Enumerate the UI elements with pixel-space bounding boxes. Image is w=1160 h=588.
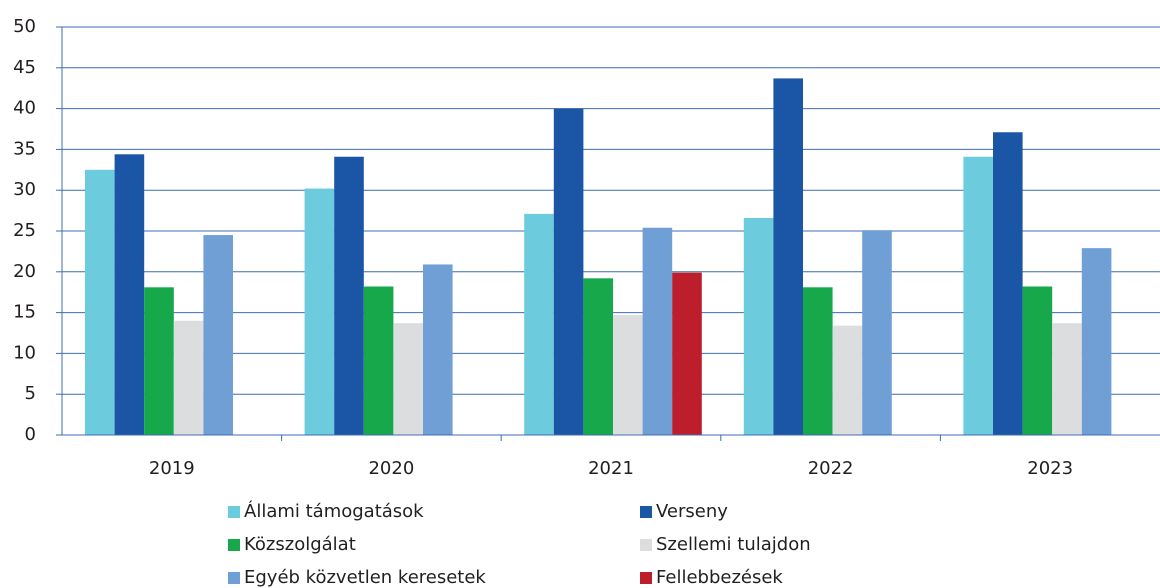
y-tick-label: 15 <box>13 302 36 323</box>
y-tick-label: 30 <box>13 179 36 200</box>
bar <box>524 213 554 435</box>
bar <box>144 287 174 435</box>
bar <box>862 230 892 435</box>
bar <box>1081 248 1112 435</box>
bar <box>393 323 423 435</box>
legend-label: Egyéb közvetlen keresetek <box>244 567 486 588</box>
bar <box>203 235 233 435</box>
legend-swatch <box>228 506 240 518</box>
bar <box>85 169 115 436</box>
bar <box>304 188 335 435</box>
bar <box>743 217 774 435</box>
bar <box>642 227 673 435</box>
bar <box>1052 323 1082 435</box>
y-tick-label: 0 <box>25 424 36 445</box>
legend-swatch <box>228 572 240 584</box>
bar <box>1022 286 1053 435</box>
y-tick-label: 25 <box>13 220 36 241</box>
legend-swatch <box>228 539 240 551</box>
legend-label: Szellemi tulajdon <box>656 534 811 555</box>
x-tick-label: 2021 <box>588 458 634 479</box>
bar <box>993 132 1023 435</box>
y-tick-label: 20 <box>13 261 36 282</box>
bar <box>363 286 394 435</box>
y-tick-label: 45 <box>13 57 36 78</box>
y-tick-label: 5 <box>25 383 36 404</box>
legend-swatch <box>640 539 652 551</box>
bar <box>773 78 803 436</box>
legend-label: Állami támogatások <box>244 500 424 522</box>
x-tick-label: 2020 <box>368 458 414 479</box>
y-tick-label: 35 <box>13 138 36 159</box>
bar <box>334 156 364 435</box>
bar <box>613 315 643 435</box>
y-tick-label: 50 <box>13 16 36 37</box>
legend-swatch <box>640 506 652 518</box>
x-tick-label: 2019 <box>149 458 195 479</box>
y-tick-label: 40 <box>13 98 36 119</box>
bar <box>963 156 993 435</box>
legend-swatch <box>640 572 652 584</box>
legend-label: Verseny <box>656 501 728 522</box>
bar <box>832 325 863 435</box>
bar <box>672 272 702 435</box>
x-tick-label: 2023 <box>1027 458 1073 479</box>
bar <box>803 287 833 435</box>
bar <box>114 154 145 435</box>
x-tick-label: 2022 <box>808 458 854 479</box>
bar <box>423 264 453 435</box>
bar <box>583 278 613 435</box>
legend-label: Közszolgálat <box>244 534 356 555</box>
bar <box>173 320 204 435</box>
bar <box>553 108 584 435</box>
y-tick-label: 10 <box>13 342 36 363</box>
legend-label: Fellebbezések <box>656 567 783 588</box>
